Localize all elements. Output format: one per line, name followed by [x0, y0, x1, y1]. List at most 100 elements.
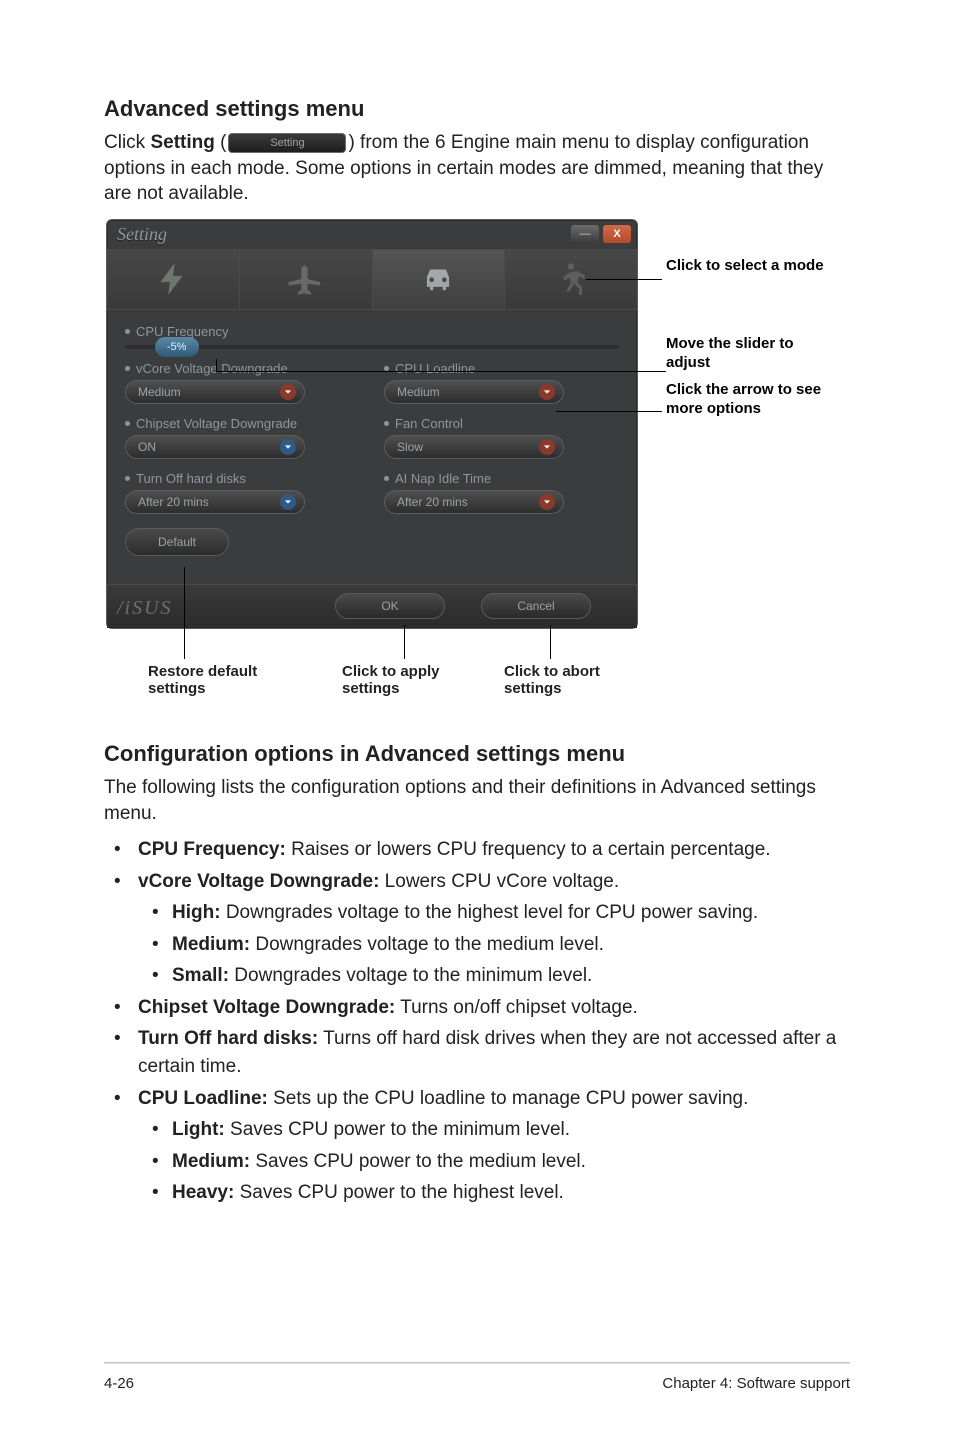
car-icon [419, 260, 457, 298]
window-controls: — X [571, 225, 631, 243]
bullet-icon [125, 366, 130, 371]
ann-line [556, 411, 662, 412]
bullet-icon [125, 476, 130, 481]
intro-setting-word: Setting [150, 132, 214, 153]
ann-restore: Restore default settings [148, 663, 298, 697]
heading-advanced: Advanced settings menu [104, 96, 850, 122]
ok-button[interactable]: OK [335, 593, 445, 619]
t: Downgrades voltage to the medium level. [250, 934, 604, 955]
mode-car[interactable] [373, 250, 506, 309]
chevron-down-icon [539, 439, 555, 455]
bullet-icon [125, 421, 130, 426]
opt-loadline-medium: Medium: Saves CPU power to the medium le… [138, 1148, 850, 1176]
ann-line [184, 567, 185, 659]
vcore-group: vCore Voltage Downgrade Medium [125, 361, 360, 404]
slider-thumb[interactable]: -5% [155, 337, 199, 357]
bottom-bar: /iSUS OK Cancel [107, 584, 637, 628]
turnoff-group: Turn Off hard disks After 20 mins [125, 471, 360, 514]
vcore-select[interactable]: Medium [125, 380, 305, 404]
t: Saves CPU power to the highest level. [234, 1182, 564, 1203]
intro-paragraph: Click Setting (Setting) from the 6 Engin… [104, 130, 850, 207]
close-button[interactable]: X [603, 225, 631, 243]
ann-line [550, 625, 551, 659]
turnoff-value: After 20 mins [138, 495, 209, 509]
footer-rule [104, 1362, 850, 1364]
opt-turnoff: Turn Off hard disks: Turns off hard disk… [104, 1025, 850, 1080]
nap-group: AI Nap Idle Time After 20 mins [384, 471, 619, 514]
turnoff-select[interactable]: After 20 mins [125, 490, 305, 514]
b: Small: [172, 965, 229, 986]
config-intro: The following lists the configuration op… [104, 775, 850, 826]
fan-text: Fan Control [395, 416, 463, 431]
opt-loadline-heavy: Heavy: Saves CPU power to the highest le… [138, 1179, 850, 1207]
cancel-button[interactable]: Cancel [481, 593, 591, 619]
opt-cpu-freq: CPU Frequency: Raises or lowers CPU freq… [104, 836, 850, 864]
opt-cpu-freq-t: Raises or lowers CPU frequency to a cert… [286, 839, 771, 860]
chevron-down-icon [539, 494, 555, 510]
default-button[interactable]: Default [125, 528, 229, 556]
runner-icon [552, 260, 590, 298]
t: Saves CPU power to the minimum level. [225, 1119, 570, 1140]
vcore-value: Medium [138, 385, 181, 399]
chipset-select[interactable]: ON [125, 435, 305, 459]
opt-vcore-t: Lowers CPU vCore voltage. [379, 871, 619, 892]
bolt-icon [154, 260, 192, 298]
b: Chipset Voltage Downgrade: [138, 997, 395, 1018]
fan-select[interactable]: Slow [384, 435, 564, 459]
nap-select[interactable]: After 20 mins [384, 490, 564, 514]
fan-value: Slow [397, 440, 423, 454]
fan-label: Fan Control [384, 416, 619, 431]
ann-select-mode: Click to select a mode [666, 257, 836, 276]
turnoff-label: Turn Off hard disks [125, 471, 360, 486]
mode-plane[interactable] [240, 250, 373, 309]
opt-chipset: Chipset Voltage Downgrade: Turns on/off … [104, 994, 850, 1022]
chevron-down-icon [539, 384, 555, 400]
chapter-label: Chapter 4: Software support [662, 1375, 850, 1392]
intro-text-a: Click [104, 132, 150, 153]
setting-window: Setting — X [106, 219, 638, 629]
opt-loadline: CPU Loadline: Sets up the CPU loadline t… [104, 1085, 850, 1207]
loadline-group: CPU Loadline Medium [384, 361, 619, 404]
t: Saves CPU power to the medium level. [250, 1151, 586, 1172]
opt-vcore-medium: Medium: Downgrades voltage to the medium… [138, 931, 850, 959]
b: Turn Off hard disks: [138, 1028, 318, 1049]
b: Light: [172, 1119, 225, 1140]
chipset-label: Chipset Voltage Downgrade [125, 416, 360, 431]
vcore-label: vCore Voltage Downgrade [125, 361, 360, 376]
intro-text-b: ( [215, 132, 227, 153]
cpu-frequency-label: CPU Frequency [125, 324, 619, 339]
b: Medium: [172, 1151, 250, 1172]
opt-loadline-light: Light: Saves CPU power to the minimum le… [138, 1116, 850, 1144]
ann-line [586, 279, 662, 280]
window-title: Setting [117, 224, 167, 245]
ann-line [216, 371, 666, 372]
t: Downgrades voltage to the highest level … [221, 902, 759, 923]
page-number: 4-26 [104, 1375, 134, 1392]
b: Heavy: [172, 1182, 234, 1203]
loadline-value: Medium [397, 385, 440, 399]
chipset-text: Chipset Voltage Downgrade [136, 416, 297, 431]
opt-vcore-high: High: Downgrades voltage to the highest … [138, 899, 850, 927]
opt-vcore-small: Small: Downgrades voltage to the minimum… [138, 962, 850, 990]
t: Downgrades voltage to the minimum level. [229, 965, 592, 986]
loadline-select[interactable]: Medium [384, 380, 564, 404]
t: Turns on/off chipset voltage. [395, 997, 638, 1018]
minimize-button[interactable]: — [571, 225, 599, 243]
fan-group: Fan Control Slow [384, 416, 619, 459]
slider-track: -5% [125, 345, 619, 349]
nap-text: AI Nap Idle Time [395, 471, 491, 486]
b: High: [172, 902, 221, 923]
figure-setting-window: Setting — X [106, 219, 848, 715]
form-area: CPU Frequency -5% vCore Voltage Downgrad… [107, 310, 637, 564]
ann-apply: Click to apply settings [342, 663, 482, 697]
bullet-icon [384, 421, 389, 426]
vcore-text: vCore Voltage Downgrade [136, 361, 288, 376]
cpu-frequency-slider[interactable]: -5% [125, 345, 619, 349]
mode-turbo[interactable] [107, 250, 240, 309]
brand-logo: /iSUS [117, 597, 173, 620]
bullet-icon [125, 329, 130, 334]
opt-vcore: vCore Voltage Downgrade: Lowers CPU vCor… [104, 868, 850, 990]
ann-arrow: Click the arrow to see more options [666, 381, 836, 419]
turnoff-text: Turn Off hard disks [136, 471, 246, 486]
page-footer: 4-26 Chapter 4: Software support [104, 1375, 850, 1392]
